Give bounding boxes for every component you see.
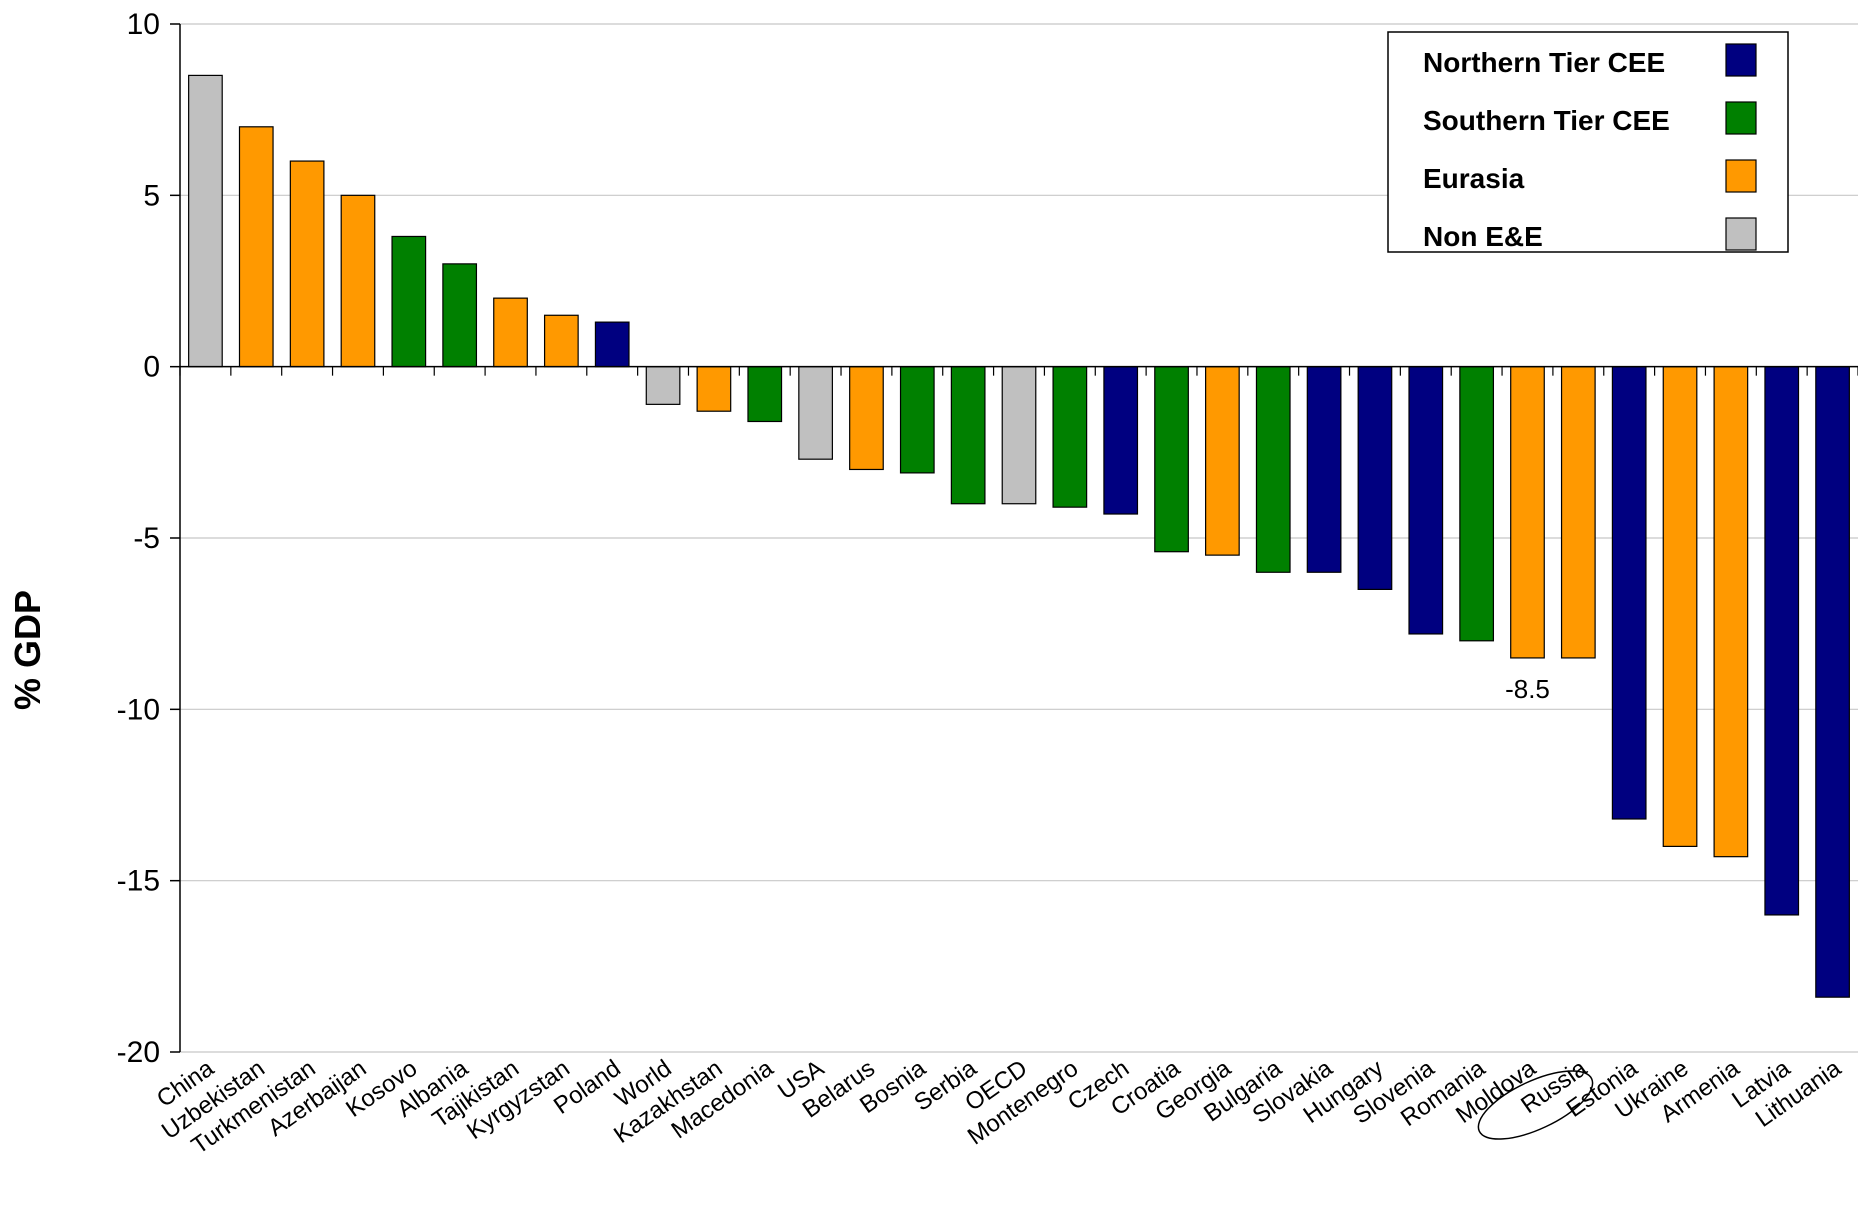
legend-swatch — [1725, 159, 1757, 193]
bar-armenia — [1713, 366, 1749, 858]
bar-tajikistan — [493, 297, 528, 368]
category-labels: ChinaUzbekistanTurkmenistanAzerbaijanKos… — [152, 1054, 1847, 1159]
y-tick-label: -10 — [117, 693, 160, 726]
bar-kosovo — [391, 235, 427, 368]
bar-russia — [1560, 366, 1596, 659]
data-label: -8.5 — [1505, 674, 1550, 704]
bar-poland — [594, 321, 630, 368]
bar-bulgaria — [1255, 366, 1291, 573]
bar-slovakia — [1306, 366, 1342, 573]
bar-estonia — [1611, 366, 1647, 820]
bar-usa — [798, 366, 833, 460]
bar-latvia — [1764, 366, 1800, 916]
bar-croatia — [1154, 366, 1189, 553]
bar-montenegro — [1052, 366, 1088, 508]
y-tick-label: 10 — [127, 8, 160, 41]
legend-label: Northern Tier CEE — [1423, 47, 1665, 78]
bar-oecd — [1001, 366, 1037, 505]
annotations: -8.5 — [1477, 674, 1594, 1140]
bar-kyrgyzstan — [543, 314, 579, 368]
bar-turkmenistan — [289, 160, 325, 368]
legend-label: Southern Tier CEE — [1423, 105, 1670, 136]
legend-swatch — [1725, 217, 1757, 251]
legend: Northern Tier CEE Southern Tier CEE Eurasi… — [1387, 31, 1789, 253]
y-tick-label: 5 — [143, 179, 160, 212]
bar-kazakhstan — [696, 366, 732, 412]
highlight-circle — [1477, 1070, 1594, 1140]
y-tick-label: -5 — [133, 522, 160, 555]
bar-belarus — [849, 366, 884, 471]
legend-swatch — [1725, 101, 1757, 135]
bar-bosnia — [899, 366, 935, 474]
bar-uzbekistan — [238, 126, 274, 368]
bar-ukraine — [1662, 366, 1698, 847]
legend-label: Non E&E — [1423, 221, 1543, 252]
bar-azerbaijan — [340, 194, 376, 368]
bar-china — [188, 74, 223, 368]
legend-box — [1387, 31, 1789, 253]
y-tick-label: 0 — [143, 351, 160, 384]
bar-hungary — [1357, 366, 1393, 590]
legend-swatch — [1725, 43, 1757, 77]
bar-albania — [442, 263, 478, 368]
bars — [188, 74, 1850, 998]
bar-world — [645, 366, 681, 405]
legend-label: Eurasia — [1423, 163, 1525, 194]
y-axis-title: % GDP — [7, 590, 48, 710]
bar-serbia — [950, 366, 986, 505]
y-tick-label: -20 — [117, 1036, 160, 1069]
bar-romania — [1459, 366, 1495, 642]
y-axis: 10 5 0 -5 -10 -15 -20 — [117, 8, 181, 1069]
y-tick-label: -15 — [117, 865, 160, 898]
x-axis — [179, 365, 1858, 376]
bar-georgia — [1205, 366, 1240, 556]
bar-macedonia — [747, 366, 783, 423]
bar-moldova — [1510, 366, 1545, 659]
bar-czech — [1103, 366, 1139, 515]
bar-lithuania — [1815, 366, 1850, 998]
bar-slovenia — [1408, 366, 1444, 635]
